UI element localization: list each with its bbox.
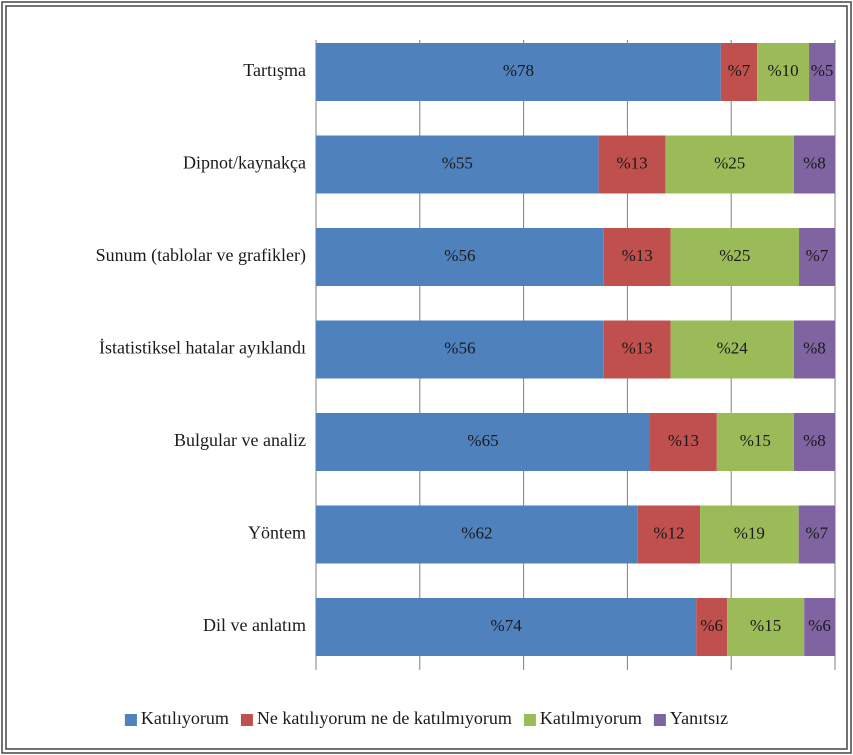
data-label: %13 xyxy=(616,153,647,172)
legend-label: Yanıtsız xyxy=(670,708,728,728)
data-label: %6 xyxy=(808,616,831,635)
data-label: %15 xyxy=(750,616,781,635)
data-label: %7 xyxy=(728,61,751,80)
data-label: %56 xyxy=(444,338,475,357)
bar-segment xyxy=(720,43,758,101)
data-label: %55 xyxy=(442,153,473,172)
bar-segment xyxy=(700,505,799,564)
legend-label: Katılmıyorum xyxy=(540,708,642,728)
bar-segment xyxy=(316,43,721,101)
bar-segment xyxy=(798,505,835,564)
legend-swatch xyxy=(240,714,253,726)
y-tick-label: Yöntem xyxy=(248,523,306,543)
bar-segment xyxy=(316,135,599,194)
y-tick-label: Dipnot/kaynakça xyxy=(183,153,306,173)
bar-segment xyxy=(650,413,717,471)
legend-label: Katılıyorum xyxy=(141,708,229,728)
data-label: %7 xyxy=(805,523,828,542)
y-tick-label: Sunum (tablolar ve grafikler) xyxy=(96,245,306,266)
bar-segment xyxy=(665,135,794,194)
bar-segment xyxy=(603,320,671,379)
y-tick-label: Bulgular ve analiz xyxy=(174,430,306,450)
bar-segment xyxy=(793,413,835,471)
data-label: %25 xyxy=(714,153,745,172)
data-label: %78 xyxy=(503,61,534,80)
bar-segment xyxy=(637,505,701,564)
legend: Katılıyorum Ne katılıyorum ne de katılmıy… xyxy=(124,708,728,728)
data-label: %8 xyxy=(803,431,826,450)
bar-segment xyxy=(799,228,835,286)
bar-segment xyxy=(670,320,794,379)
bar-segment xyxy=(809,43,835,101)
inner-frame xyxy=(5,5,848,750)
data-label: %56 xyxy=(444,246,475,265)
bar-segment xyxy=(757,43,810,101)
y-tick-label: İstatistiksel hatalar ayıklandı xyxy=(99,338,306,358)
data-label: %13 xyxy=(622,338,653,357)
legend-label: Ne katılıyorum ne de katılmıyorum xyxy=(257,708,512,728)
y-tick-label: Dil ve anlatım xyxy=(203,615,306,635)
bar-segment xyxy=(793,135,835,194)
legend-swatch xyxy=(124,714,137,726)
bar-segment xyxy=(316,598,697,656)
data-label: %62 xyxy=(461,523,492,542)
data-label: %25 xyxy=(719,246,750,265)
data-label: %15 xyxy=(740,431,771,450)
bar-segment xyxy=(603,228,671,286)
bar-segment xyxy=(727,598,805,656)
bar-segment xyxy=(316,228,604,286)
legend-swatch xyxy=(653,714,666,726)
data-label: %13 xyxy=(622,246,653,265)
data-label: %24 xyxy=(717,338,749,357)
data-label: %5 xyxy=(811,61,834,80)
data-label: %10 xyxy=(768,61,799,80)
data-label: %7 xyxy=(806,246,829,265)
data-label: %74 xyxy=(491,616,523,635)
bar-segment xyxy=(598,135,666,194)
bar-segment xyxy=(670,228,800,286)
data-label: %19 xyxy=(734,523,765,542)
data-label: %12 xyxy=(653,523,684,542)
bar-segment xyxy=(804,598,835,656)
legend-swatch xyxy=(523,714,536,726)
bar-segment xyxy=(316,413,651,471)
bar-segment xyxy=(316,505,638,564)
y-tick-label: Tartışma xyxy=(243,60,306,80)
bar-segment xyxy=(696,598,728,656)
data-label: %6 xyxy=(700,616,723,635)
bar-segment xyxy=(316,320,604,379)
data-label: %65 xyxy=(467,431,498,450)
bar-segment xyxy=(793,320,835,379)
data-label: %8 xyxy=(803,338,826,357)
data-label: %8 xyxy=(803,153,826,172)
data-label: %13 xyxy=(668,431,699,450)
bar-segment xyxy=(716,413,794,471)
